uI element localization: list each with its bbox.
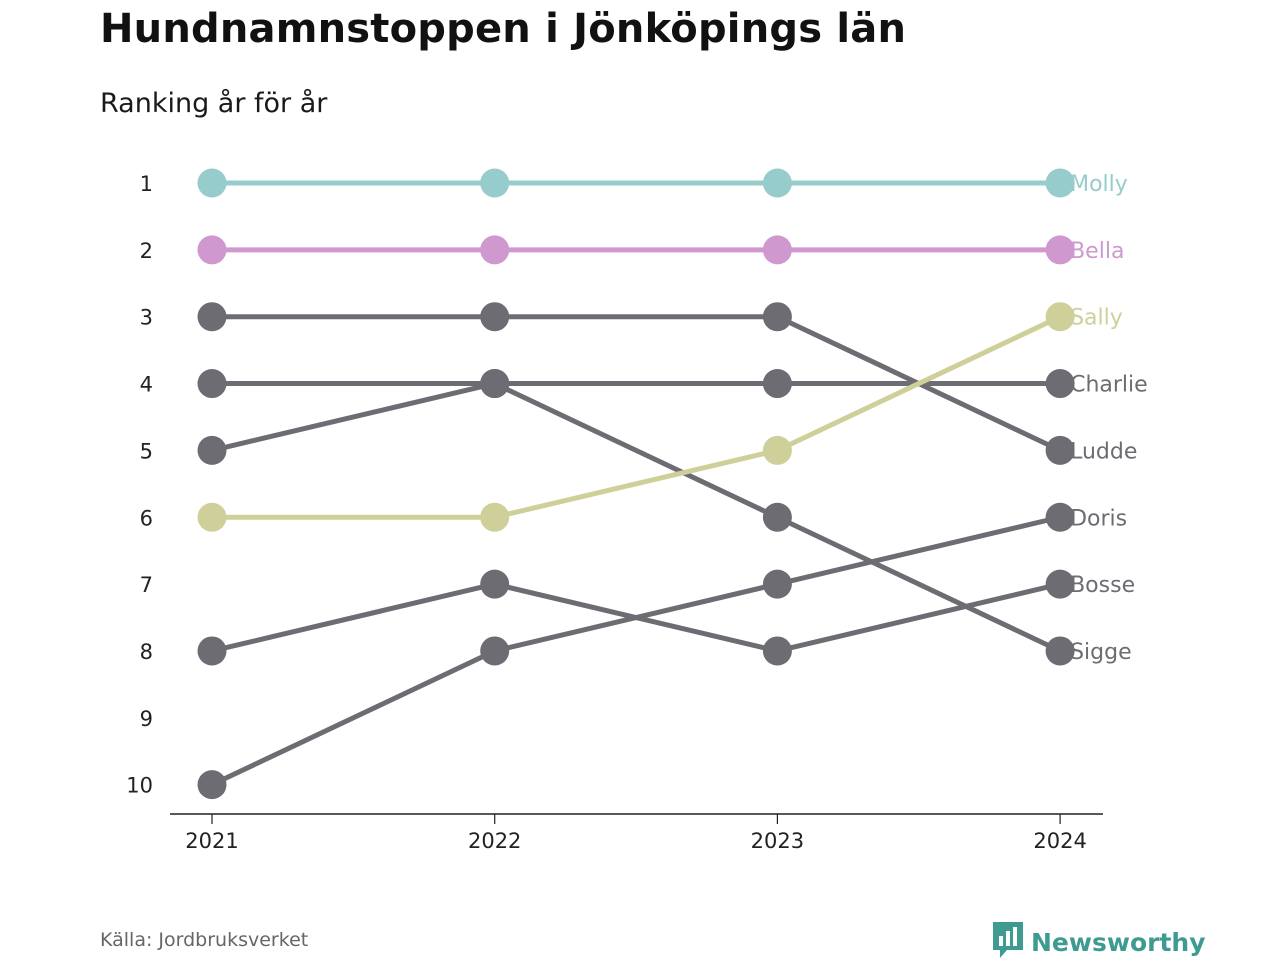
y-tick-label-6: 6 — [140, 506, 153, 530]
point-bella-2021 — [197, 235, 227, 265]
point-bosse-2024 — [1045, 569, 1075, 599]
series-end-labels: Charlie Ludde Doris Bosse Sigge Molly Bella Sal… — [1070, 172, 1148, 665]
point-ludde-2021 — [197, 302, 227, 332]
y-tick-label-7: 7 — [140, 573, 153, 597]
point-molly-2023 — [762, 168, 792, 198]
series-points — [197, 168, 1075, 800]
point-ludde-2024 — [1045, 435, 1075, 465]
point-sigge-2024 — [1045, 636, 1075, 666]
point-sally-2021 — [197, 502, 227, 532]
point-charlie-2023 — [762, 369, 792, 399]
end-label-bella: Bella — [1070, 239, 1124, 264]
end-label-doris: Doris — [1070, 506, 1127, 531]
chart-subtitle: Ranking år för år — [100, 88, 328, 119]
y-tick-label-8: 8 — [140, 640, 153, 664]
series-line-sigge — [209, 381, 1063, 654]
point-sigge-2021 — [197, 435, 227, 465]
end-label-bosse: Bosse — [1070, 573, 1135, 598]
source-note: Källa: Jordbruksverket — [100, 929, 309, 951]
point-molly-2024 — [1045, 168, 1075, 198]
point-bosse-2022 — [480, 569, 510, 599]
brand-logo[interactable]: Newsworthy — [993, 922, 1206, 962]
y-tick-label-2: 2 — [140, 239, 153, 263]
point-sally-2022 — [480, 502, 510, 532]
end-label-sally: Sally — [1070, 306, 1123, 331]
end-label-molly: Molly — [1070, 172, 1128, 197]
point-bella-2023 — [762, 235, 792, 265]
series-lines — [209, 180, 1063, 788]
end-label-sigge: Sigge — [1070, 640, 1132, 665]
y-tick-label-9: 9 — [140, 707, 153, 731]
end-label-ludde: Ludde — [1070, 439, 1137, 464]
point-ludde-2023 — [762, 302, 792, 332]
point-charlie-2024 — [1045, 369, 1075, 399]
x-tick-label-2024: 2024 — [1033, 829, 1086, 853]
brand-name: Newsworthy — [1031, 927, 1206, 957]
x-tick-label-2021: 2021 — [185, 829, 238, 853]
point-sigge-2022 — [480, 369, 510, 399]
point-doris-2023 — [762, 569, 792, 599]
point-bella-2024 — [1045, 235, 1075, 265]
point-molly-2021 — [197, 168, 227, 198]
x-axis: 2021 2022 2023 2024 — [170, 813, 1103, 853]
point-sigge-2023 — [762, 502, 792, 532]
point-doris-2024 — [1045, 502, 1075, 532]
y-tick-label-5: 5 — [140, 439, 153, 463]
y-tick-label-3: 3 — [140, 306, 153, 330]
point-doris-2022 — [480, 636, 510, 666]
x-tick-label-2022: 2022 — [468, 829, 521, 853]
y-tick-label-10: 10 — [126, 774, 153, 798]
point-ludde-2022 — [480, 302, 510, 332]
bar-chart-speech-icon — [993, 922, 1023, 962]
point-bella-2022 — [480, 235, 510, 265]
chart-title: Hundnamnstoppen i Jönköpings län — [100, 6, 907, 52]
point-molly-2022 — [480, 168, 510, 198]
point-bosse-2021 — [197, 636, 227, 666]
series-line-sally — [209, 314, 1063, 520]
point-charlie-2021 — [197, 369, 227, 399]
series-line-doris — [209, 514, 1063, 788]
point-sally-2024 — [1045, 302, 1075, 332]
point-doris-2021 — [197, 770, 227, 800]
x-tick-label-2023: 2023 — [751, 829, 804, 853]
y-axis-ticks: 1 2 3 4 5 6 7 8 9 10 — [126, 172, 153, 798]
point-sally-2023 — [762, 435, 792, 465]
end-label-charlie: Charlie — [1070, 373, 1148, 398]
point-bosse-2023 — [762, 636, 792, 666]
y-tick-label-1: 1 — [140, 172, 153, 196]
y-tick-label-4: 4 — [140, 373, 153, 397]
series-line-bosse — [209, 581, 1063, 654]
